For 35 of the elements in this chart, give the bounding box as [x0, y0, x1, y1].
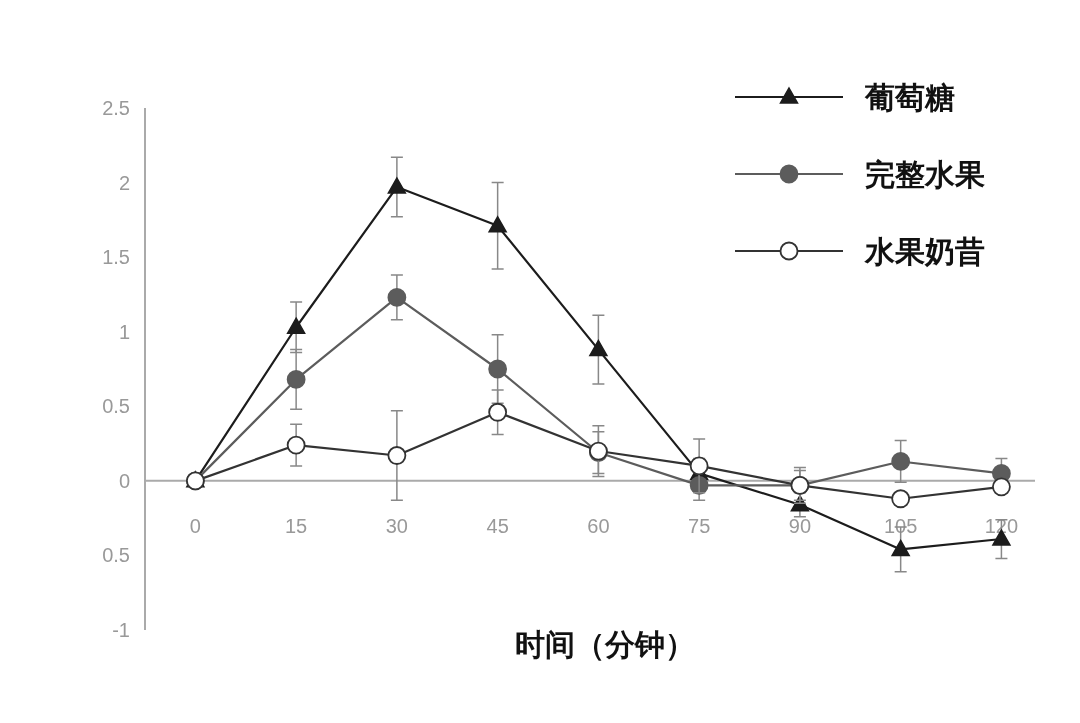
point — [286, 317, 306, 334]
point — [387, 446, 407, 465]
point — [891, 452, 911, 471]
point — [387, 177, 407, 194]
x-tick-label: 105 — [883, 514, 918, 537]
point — [689, 456, 709, 476]
y-tick-label: 2 — [118, 171, 130, 194]
y-tick-label: 0.5 — [102, 395, 130, 418]
y-tick-label: 2.5 — [102, 97, 130, 119]
x-tick-label: 15 — [285, 514, 308, 537]
x-tick-label: 45 — [486, 514, 509, 537]
y-tick-label: 0 — [118, 469, 130, 492]
y-tick-label: 0.5 — [102, 544, 130, 567]
point — [488, 216, 507, 233]
y-tick-label: 1.5 — [102, 246, 130, 269]
point — [387, 288, 407, 307]
point — [992, 477, 1011, 497]
point — [286, 435, 306, 455]
legend-label: 葡萄糖 — [864, 81, 955, 114]
legend-label: 水果奶昔 — [864, 235, 985, 268]
point — [589, 339, 608, 357]
point — [488, 402, 508, 422]
x-tick-label: 90 — [788, 514, 812, 537]
x-tick-label: 75 — [688, 514, 711, 537]
x-axis-title: 时间（分钟） — [515, 628, 695, 661]
legend-label: 完整水果 — [865, 158, 985, 191]
x-tick-label: 0 — [189, 514, 201, 537]
y-tick-label: -1 — [112, 619, 130, 641]
point — [891, 539, 910, 557]
y-tick-label: 1 — [118, 320, 130, 343]
x-tick-label: 60 — [587, 514, 610, 537]
point — [891, 489, 911, 509]
point — [488, 359, 508, 379]
x-tick-label: 30 — [385, 514, 409, 537]
point — [286, 370, 306, 389]
